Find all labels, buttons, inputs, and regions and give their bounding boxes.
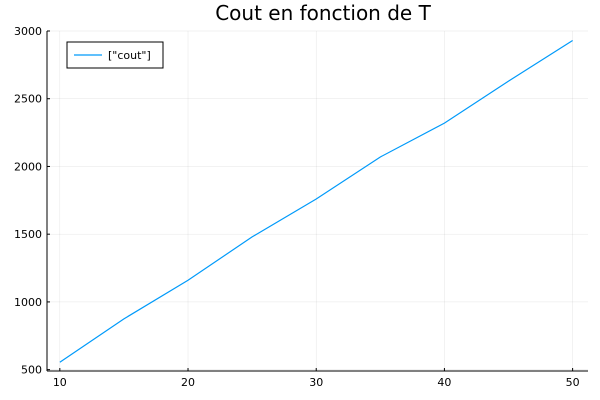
x-tick-label: 20 [181,376,195,389]
grid [47,30,588,371]
axes [46,30,588,372]
y-tick-label: 1500 [14,228,42,241]
y-tick-label: 2500 [14,93,42,106]
y-tick-label: 500 [21,364,42,377]
x-tick-label: 50 [566,376,580,389]
series-layer [59,39,573,363]
y-tick-label: 1000 [14,296,42,309]
series-line [59,39,573,363]
x-tick-label: 40 [437,376,451,389]
legend-label: ["cout"] [108,49,151,62]
legend: ["cout"] [66,41,164,69]
tick-labels: 10 20 30 40 50 500 1000 1500 2000 2500 3000 [14,25,580,389]
x-tick-label: 30 [309,376,323,389]
y-tick-label: 3000 [14,25,42,38]
y-tick-label: 2000 [14,160,42,173]
chart-title: Cout en fonction de T [215,1,431,25]
x-tick-label: 10 [53,376,67,389]
